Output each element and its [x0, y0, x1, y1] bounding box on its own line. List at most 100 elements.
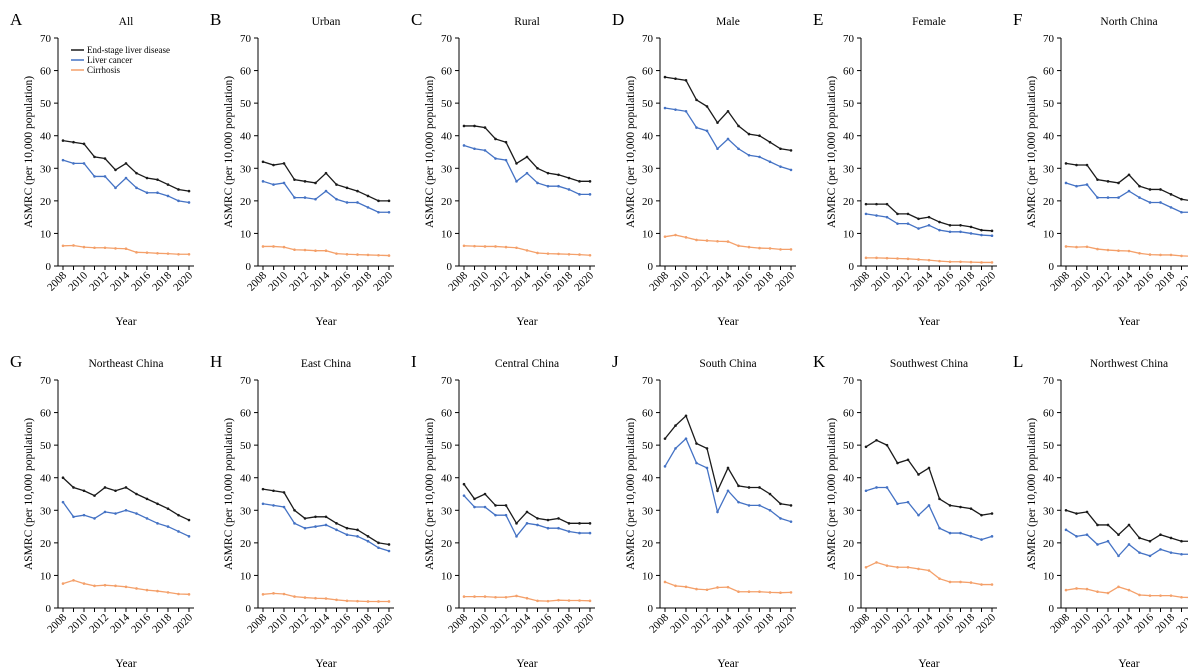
data-point: [768, 160, 772, 164]
data-point: [588, 180, 592, 183]
x-axis-label: Year: [717, 316, 738, 328]
data-point: [536, 166, 539, 170]
data-point: [93, 246, 96, 250]
data-point: [875, 486, 878, 489]
panel-title: Northwest China: [1090, 358, 1168, 370]
data-point: [515, 522, 518, 525]
panel-title: Southwest China: [890, 358, 968, 370]
data-point: [135, 186, 138, 190]
y-tick-label: 40: [240, 473, 252, 485]
data-point: [166, 252, 170, 255]
data-point: [504, 504, 508, 507]
series-liver-cancer: [1064, 528, 1188, 558]
y-tick-label: 40: [240, 131, 252, 143]
data-point: [187, 201, 191, 204]
data-point: [588, 531, 592, 535]
data-point: [177, 530, 180, 533]
data-point: [345, 526, 349, 530]
data-point: [1148, 201, 1152, 204]
data-point: [72, 579, 75, 582]
data-point: [504, 158, 508, 162]
data-point: [557, 252, 560, 256]
y-axis-label: ASMRC (per 10,000 population): [1026, 76, 1038, 228]
x-tick-label: 2018: [350, 611, 374, 635]
panel-letter: C: [411, 10, 422, 29]
data-point: [1169, 536, 1173, 540]
y-tick-label: 70: [40, 33, 52, 45]
series-cirrhosis: [261, 592, 391, 603]
y-tick-label: 20: [1043, 538, 1055, 550]
data-point: [1180, 197, 1183, 201]
data-point: [747, 504, 751, 507]
data-point: [1096, 196, 1099, 199]
data-point: [335, 598, 338, 602]
x-tick-label: 2020: [974, 269, 998, 293]
x-tick-label: 2010: [1069, 269, 1093, 293]
data-point: [187, 535, 191, 538]
data-point: [462, 595, 466, 598]
data-point: [61, 476, 65, 480]
series-liver-cancer: [1064, 181, 1188, 214]
data-point: [324, 249, 328, 252]
data-point: [177, 188, 180, 191]
x-tick-label: 2010: [266, 611, 290, 635]
x-tick-label: 2016: [731, 269, 755, 293]
data-point: [674, 447, 677, 450]
data-point: [1064, 162, 1068, 165]
data-point: [473, 505, 476, 509]
data-point: [938, 497, 941, 501]
data-point: [1117, 554, 1120, 558]
y-tick-label: 50: [40, 440, 52, 452]
panel-title: North China: [1100, 16, 1157, 28]
y-tick-label: 30: [843, 163, 855, 175]
panel-h: H East China01020304050607020082010201220…: [210, 352, 395, 670]
data-point: [387, 254, 391, 257]
series-line: [463, 144, 590, 195]
y-tick-label: 50: [1043, 440, 1055, 452]
data-point: [345, 186, 349, 190]
x-tick-label: 2014: [509, 611, 533, 635]
x-axis-label: Year: [717, 658, 738, 667]
series-cirrhosis: [663, 233, 793, 251]
data-point: [917, 258, 920, 261]
data-point: [93, 175, 96, 178]
data-point: [927, 504, 931, 507]
data-point: [293, 178, 296, 181]
data-point: [515, 594, 518, 598]
y-tick-label: 60: [843, 408, 855, 420]
panel-letter: L: [1013, 352, 1023, 371]
data-point: [282, 505, 286, 509]
x-tick-label: 2020: [371, 269, 395, 293]
data-point: [82, 513, 86, 517]
data-point: [864, 256, 868, 260]
data-point: [272, 592, 275, 595]
data-point: [578, 531, 581, 535]
data-point: [1106, 591, 1110, 595]
panel-a: A All010203040506070200820102012201420162…: [10, 10, 195, 328]
data-point: [969, 232, 973, 235]
data-point: [948, 260, 952, 264]
data-point: [789, 520, 793, 523]
data-point: [896, 565, 899, 569]
series-liver-cancer: [261, 502, 391, 553]
y-tick-label: 20: [40, 196, 52, 208]
x-tick-label: 2014: [308, 611, 332, 635]
x-tick-label: 2012: [689, 270, 713, 294]
y-tick-label: 70: [843, 33, 855, 45]
data-point: [261, 245, 265, 248]
data-point: [473, 244, 476, 248]
y-tick-label: 70: [441, 33, 453, 45]
data-point: [948, 230, 952, 234]
panel-title: Central China: [495, 358, 559, 370]
panel-e: E Female010203040506070200820102012201420…: [813, 10, 998, 328]
data-point: [969, 225, 973, 229]
data-point: [737, 124, 740, 128]
data-point: [473, 497, 476, 501]
y-tick-label: 30: [642, 505, 654, 517]
data-point: [494, 137, 497, 141]
data-point: [695, 126, 698, 129]
x-tick-label: 2020: [1174, 611, 1188, 635]
series-end-stage-liver-disease: [61, 476, 191, 522]
x-tick-label: 2020: [171, 269, 195, 293]
data-point: [875, 438, 878, 442]
